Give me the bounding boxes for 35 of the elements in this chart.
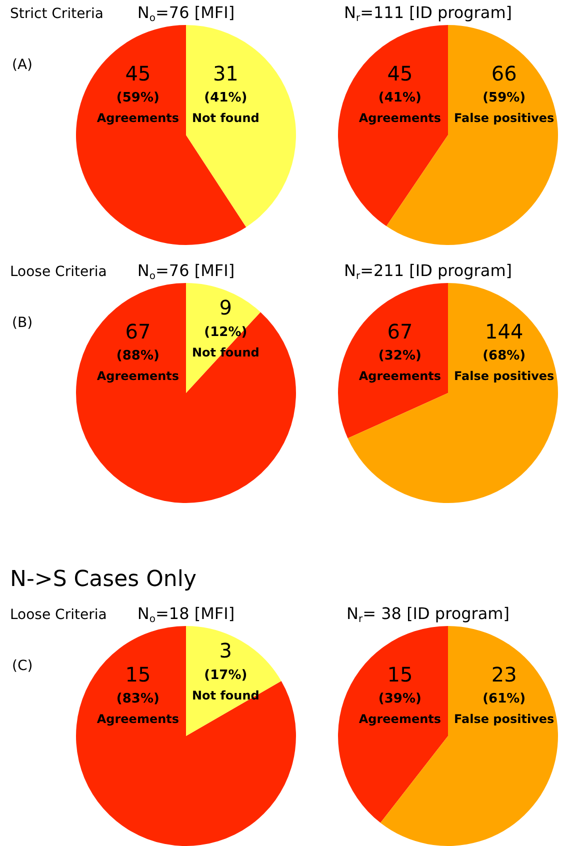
chart-title: N$_{o}$=76 [MFI]	[137, 3, 235, 26]
slice-label: Not found	[192, 688, 260, 703]
slice-label: False positives	[454, 369, 554, 384]
slice-label: False positives	[454, 111, 554, 126]
text: (C)	[12, 658, 33, 675]
slice-label: Agreements	[358, 111, 441, 126]
slice-label: Agreements	[96, 712, 179, 726]
data-label: 66 (59%)	[482, 61, 526, 106]
slice-label: Agreements	[96, 111, 179, 126]
data-label: 45 (41%)	[378, 61, 422, 106]
chart-title: N$_{r}$=211 [ID program]	[344, 261, 512, 284]
data-label: 45 (59%)	[116, 61, 160, 106]
text: N->S Cases Only	[10, 567, 196, 593]
data-label: 67 (32%)	[378, 319, 422, 364]
text: Loose Criteria	[10, 607, 107, 624]
data-label: 3 (17%)	[204, 638, 248, 683]
data-label: 23 (61%)	[482, 662, 526, 706]
chart-title: N$_{r}$=111 [ID program]	[344, 3, 512, 26]
text: (A)	[12, 57, 33, 74]
data-label: 31 (41%)	[204, 61, 248, 106]
text: Loose Criteria	[10, 264, 107, 281]
slice-label: Agreements	[358, 369, 441, 384]
data-label: 67 (88%)	[116, 319, 160, 364]
data-label: 15 (39%)	[378, 662, 422, 706]
chart-title: N$_{o}$=18 [MFI]	[137, 604, 235, 627]
slice-label: Agreements	[358, 712, 441, 726]
slice-label: False positives	[454, 712, 554, 726]
data-label: 15 (83%)	[116, 662, 160, 706]
data-label: 144 (68%)	[482, 319, 526, 364]
slice-label: Agreements	[96, 369, 179, 384]
text: Strict Criteria	[10, 6, 104, 23]
chart-title: N$_{o}$=76 [MFI]	[137, 261, 235, 284]
chart-title: N$_{r}$= 38 [ID program]	[346, 604, 510, 627]
text: (B)	[12, 315, 33, 332]
slice-label: Not found	[192, 111, 260, 126]
